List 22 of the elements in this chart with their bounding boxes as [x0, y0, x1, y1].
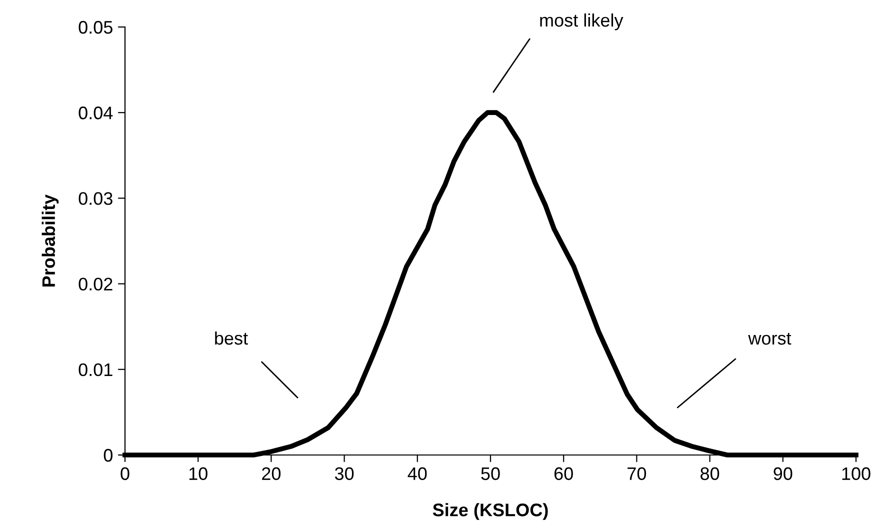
x-tick-label: 30 — [334, 467, 354, 480]
y-tick-label: 0.04 — [78, 106, 113, 120]
x-tick-label: 70 — [628, 467, 646, 480]
x-tick-label: 90 — [774, 467, 792, 480]
x-tick-label: 40 — [408, 467, 427, 480]
y-tick-label: 0.03 — [78, 192, 112, 205]
annotation: best — [215, 331, 248, 345]
x-tick-label: 60 — [554, 467, 573, 480]
x-tick-label: 50 — [481, 467, 500, 480]
y-tick-label: 0 — [104, 448, 112, 462]
x-tick-label: 80 — [700, 467, 720, 480]
annotation: most likely — [540, 13, 624, 30]
y-tick-label: 0.01 — [78, 363, 112, 376]
x-tick-label: 100 — [842, 467, 870, 480]
x-tick-label: 10 — [189, 467, 208, 480]
annotation: worst — [748, 332, 792, 345]
y-tick-label: 0.05 — [78, 20, 112, 34]
y-axis-title: Probability — [42, 194, 59, 286]
x-tick-label: 0 — [120, 467, 130, 480]
x-tick-label: 20 — [262, 467, 281, 480]
y-tick-label: 0.02 — [78, 278, 112, 291]
x-axis-title: Size (KSLOC) — [432, 503, 548, 520]
